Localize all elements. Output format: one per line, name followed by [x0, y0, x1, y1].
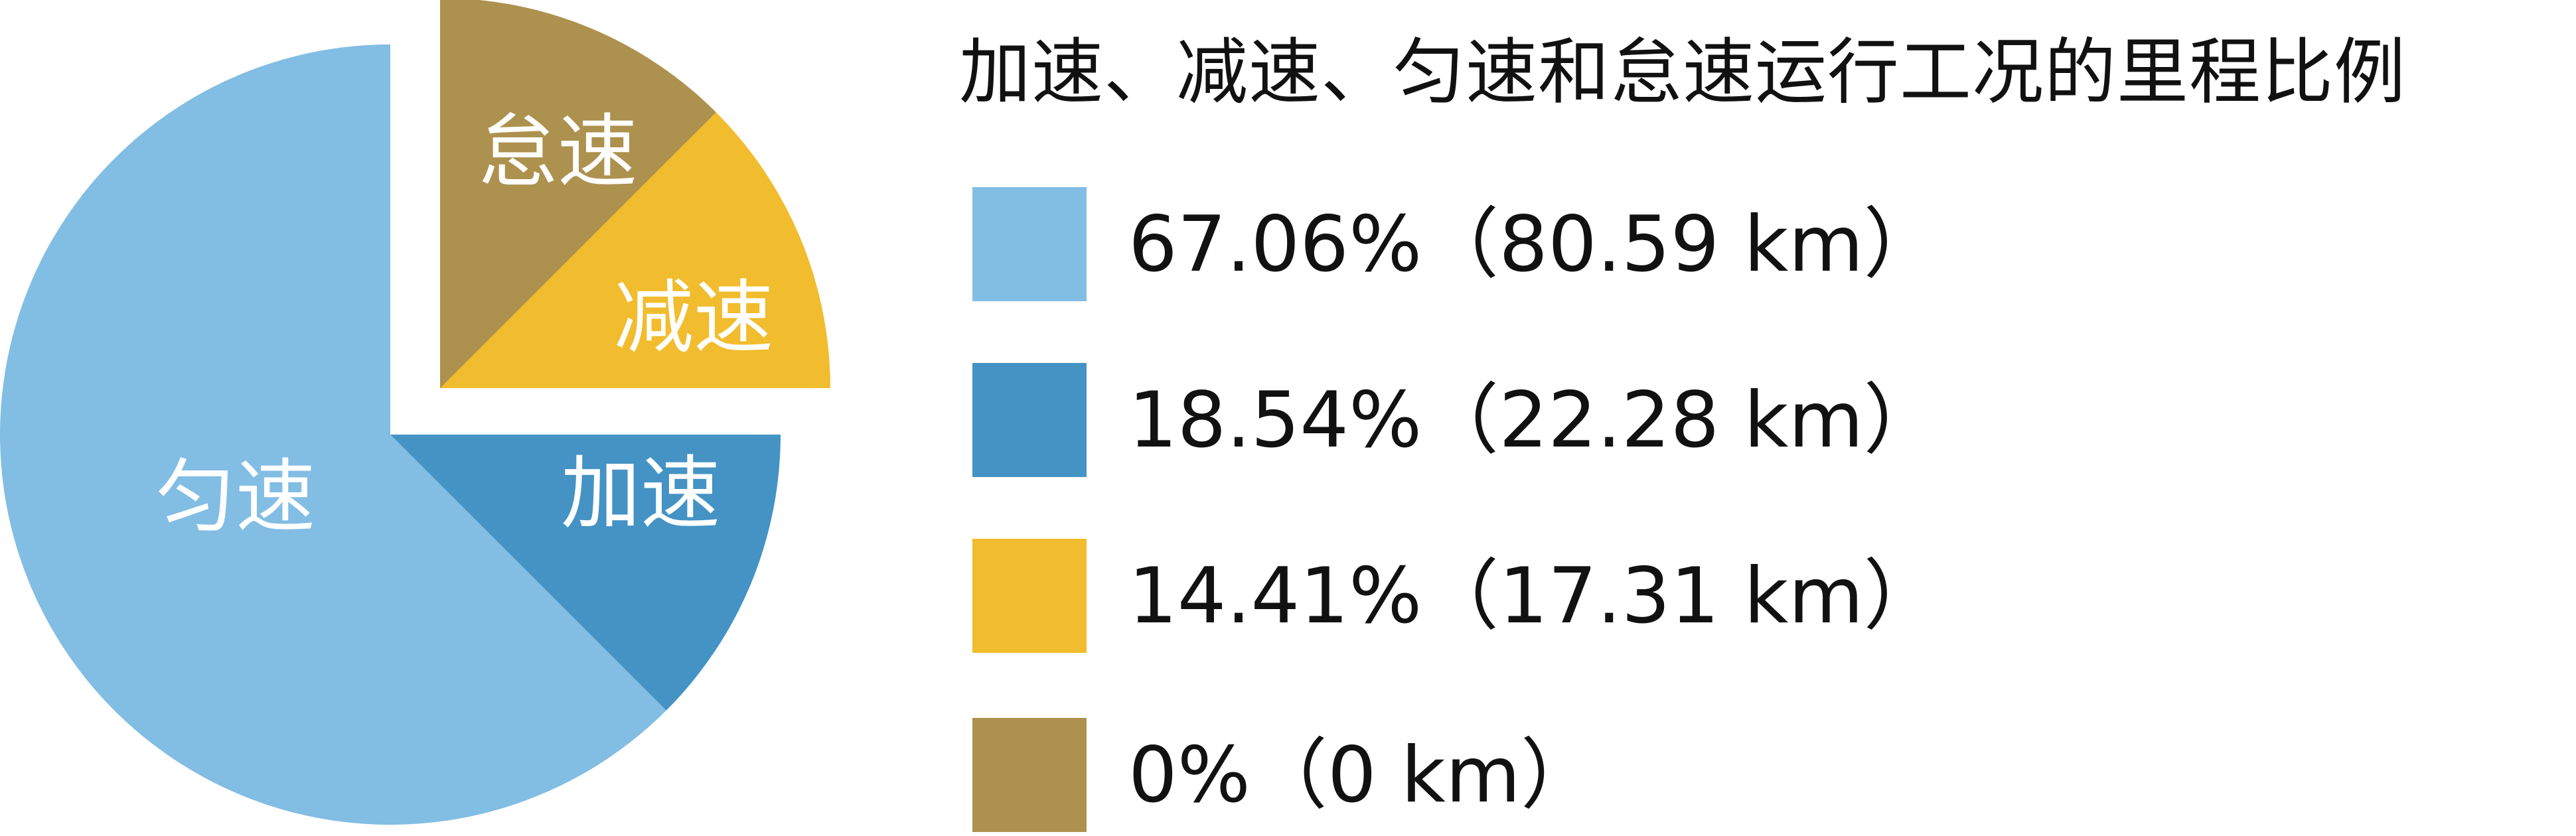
chart-title: 加速、减速、匀速和怠速运行工况的里程比例 [959, 31, 2407, 114]
pie-label-constant-speed: 匀速 [156, 451, 315, 543]
pie-label-idle: 怠速 [478, 106, 637, 198]
legend-swatch-deceleration [972, 539, 1087, 653]
legend-label-constant-speed: 67.06%（80.59 km） [1128, 200, 1941, 289]
legend-label-acceleration: 18.54%（22.28 km） [1128, 376, 1941, 465]
pie-slice-idle [440, 0, 716, 388]
pie-slice-acceleration [390, 435, 781, 711]
legend-swatch-acceleration [972, 363, 1087, 477]
legend-swatch-idle [972, 718, 1087, 832]
legend-swatch-constant-speed [972, 187, 1087, 301]
pie-label-deceleration: 减速 [614, 272, 773, 364]
pie-chart: 匀速 加速 减速 怠速 [0, 0, 830, 825]
pie-slice-constant-speed [0, 44, 666, 825]
pie-slice-deceleration [440, 26, 830, 388]
pie-label-acceleration: 加速 [561, 448, 720, 540]
legend-label-idle: 0%（0 km） [1128, 731, 1598, 820]
legend-label-deceleration: 14.41%（17.31 km） [1128, 551, 1941, 641]
